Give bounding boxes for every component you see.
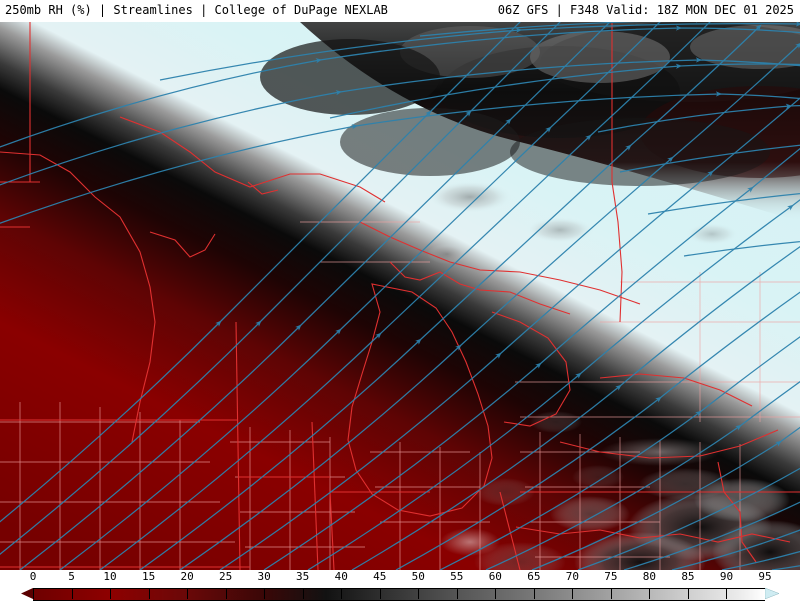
colorbar-extend-high-arrow xyxy=(765,588,779,599)
colorbar-tick-label: 20 xyxy=(180,570,194,583)
colorbar-tick xyxy=(187,588,189,599)
colorbar-tick-label: 5 xyxy=(68,570,75,583)
colorbar-tick-marks xyxy=(33,588,766,599)
streamlines xyxy=(0,22,800,570)
colorbar-tick-label: 65 xyxy=(527,570,541,583)
header-bar: 250mb RH (%) | Streamlines | College of … xyxy=(0,0,800,22)
colorbar-tick-label: 30 xyxy=(257,570,271,583)
model-valid-time: 06Z GFS | F348 Valid: 18Z MON DEC 01 202… xyxy=(498,3,794,17)
colorbar-tick-label: 50 xyxy=(411,570,425,583)
colorbar-tick-label: 45 xyxy=(373,570,387,583)
colorbar-tick-label: 0 xyxy=(29,570,37,583)
colorbar-tick xyxy=(687,588,689,599)
colorbar-tick-label: 15 xyxy=(141,570,156,583)
colorbar-tick xyxy=(264,588,266,599)
product-title: 250mb RH (%) | Streamlines | College of … xyxy=(5,3,388,17)
colorbar-tick xyxy=(71,588,73,599)
colorbar-tick xyxy=(610,588,612,599)
colorbar-tick xyxy=(225,588,227,599)
colorbar-tick xyxy=(341,588,343,599)
colorbar-tick-label: 80 xyxy=(642,570,657,583)
colorbar-tick-label: 95 xyxy=(758,570,772,583)
colorbar-tick-label: 85 xyxy=(681,570,695,583)
colorbar-tick xyxy=(572,588,574,599)
product-title-text: 250mb RH (%) | Streamlines | College of … xyxy=(5,3,388,17)
colorbar: 0 5 10 15 20 25 30 35 40 45 50 55 60 65 70 75 80 85 90 95 xyxy=(0,570,800,601)
colorbar-tick xyxy=(33,588,34,599)
map-canvas[interactable] xyxy=(0,22,800,570)
colorbar-tick-labels: 0 5 10 15 20 25 30 35 40 45 50 55 60 65 70 75 80 85 90 95 xyxy=(0,570,800,584)
colorbar-tick-label: 10 xyxy=(103,570,117,583)
colorbar-tick xyxy=(495,588,497,599)
colorbar-extend-low-arrow xyxy=(21,588,33,599)
colorbar-tick-label: 40 xyxy=(334,570,348,583)
colorbar-tick-label: 60 xyxy=(488,570,502,583)
colorbar-tick xyxy=(148,588,150,599)
colorbar-tick-label: 55 xyxy=(450,570,464,583)
colorbar-tick-label: 90 xyxy=(719,570,734,583)
colorbar-tick xyxy=(418,588,420,599)
colorbar-tick xyxy=(110,588,112,599)
map-graphics xyxy=(0,22,800,570)
colorbar-tick-label: 35 xyxy=(296,570,310,583)
colorbar-tick-label: 70 xyxy=(565,570,579,583)
colorbar-tick-label: 25 xyxy=(219,570,233,583)
colorbar-tick xyxy=(533,588,535,599)
colorbar-tick xyxy=(302,588,304,599)
colorbar-tick xyxy=(726,588,728,599)
colorbar-tick xyxy=(379,588,381,599)
colorbar-tick xyxy=(456,588,458,599)
colorbar-tick-label: 75 xyxy=(604,570,618,583)
model-valid-time-text: 06Z GFS | F348 Valid: 18Z MON DEC 01 202… xyxy=(497,3,794,17)
colorbar-tick xyxy=(649,588,651,599)
